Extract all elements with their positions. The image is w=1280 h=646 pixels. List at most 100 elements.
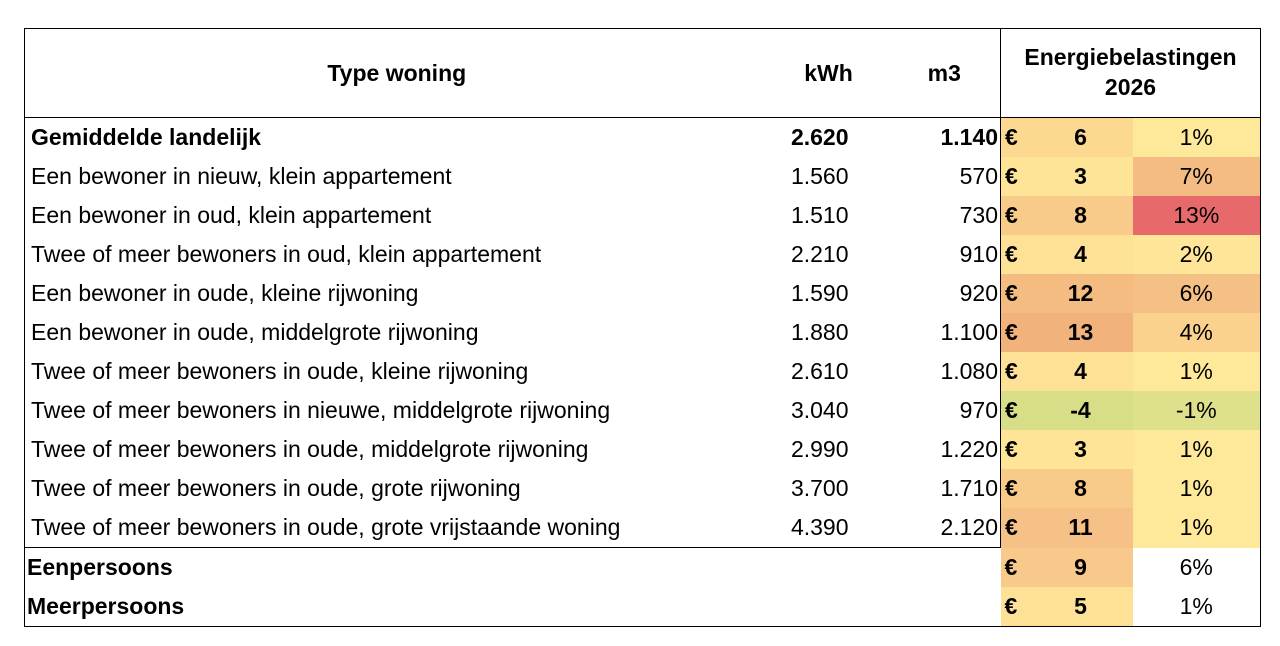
cell-euro-sign: € xyxy=(1000,547,1029,587)
table-row: Twee of meer bewoners in oude, kleine ri… xyxy=(24,352,1262,391)
cell-type-woning: Twee of meer bewoners in oud, klein appa… xyxy=(24,235,769,274)
cell-m3: 730 xyxy=(888,196,1001,235)
table-body: Gemiddelde landelijk 2.620 1.140 €6 1% Een be… xyxy=(24,117,1262,627)
cell-euro-sign: € xyxy=(1000,352,1029,391)
cell-tax-amount: 4 xyxy=(1028,352,1133,391)
cell-m3: 970 xyxy=(888,391,1001,430)
cell-tax-amount: 8 xyxy=(1028,469,1133,508)
cell-type-woning: Een bewoner in oude, kleine rijwoning xyxy=(24,274,769,313)
cell-kwh: 1.880 xyxy=(790,319,849,345)
cell-type-woning: Twee of meer bewoners in oude, grote vri… xyxy=(24,508,769,548)
cell-m3: 570 xyxy=(888,157,1001,196)
table-row: Een bewoner in oude, kleine rijwoning 1.5… xyxy=(24,274,1262,313)
cell-tax-amount: 5 xyxy=(1028,587,1133,627)
table-row: Twee of meer bewoners in oude, grote vri… xyxy=(24,508,1262,548)
header-kwh: kWh xyxy=(768,28,889,118)
cell-empty xyxy=(769,548,889,588)
cell-euro-sign: € xyxy=(1000,508,1029,548)
cell-tax-percentage: 4% xyxy=(1132,313,1262,352)
table-row: Een bewoner in nieuw, klein appartement 1… xyxy=(24,157,1262,196)
cell-tax-amount: 13 xyxy=(1028,313,1133,352)
cell-type-woning: Twee of meer bewoners in oude, grote rij… xyxy=(24,469,769,508)
cell-kwh: 2.610 xyxy=(790,358,849,384)
cell-euro-sign: € xyxy=(1000,117,1029,157)
cell-kwh: 1.560 xyxy=(790,163,849,189)
cell-euro-sign: € xyxy=(1000,587,1029,627)
header-type-woning: Type woning xyxy=(24,28,769,118)
cell-tax-amount: 4 xyxy=(1028,235,1133,274)
cell-summary-label: Eenpersoons xyxy=(24,547,769,587)
cell-kwh: 2.620 xyxy=(790,124,849,150)
cell-tax-amount: 9 xyxy=(1028,547,1133,587)
cell-tax-amount: 8 xyxy=(1028,196,1133,235)
cell-m3: 1.140 xyxy=(888,117,1001,157)
cell-type-woning: Twee of meer bewoners in oude, kleine ri… xyxy=(24,352,769,391)
cell-tax-amount: 11 xyxy=(1028,508,1133,548)
cell-summary-label: Meerpersoons xyxy=(24,587,769,627)
cell-kwh: 2.990 xyxy=(790,436,849,462)
cell-kwh: 3.040 xyxy=(790,397,849,423)
header-row: Type woning kWh m3 Energiebelastingen 20… xyxy=(24,28,1262,118)
cell-kwh: 1.510 xyxy=(790,202,849,228)
cell-euro-sign: € xyxy=(1000,391,1029,430)
cell-tax-percentage: 6% xyxy=(1132,547,1262,587)
cell-tax-amount: 3 xyxy=(1028,157,1133,196)
table-row: Een bewoner in oude, middelgrote rijwoni… xyxy=(24,313,1262,352)
energy-tax-table: Type woning kWh m3 Energiebelastingen 20… xyxy=(24,28,1262,627)
cell-m3: 910 xyxy=(888,235,1001,274)
cell-type-woning: Een bewoner in oud, klein appartement xyxy=(24,196,769,235)
cell-empty xyxy=(768,587,889,627)
table-row: Een bewoner in oud, klein appartement 1.5… xyxy=(24,196,1262,235)
cell-tax-percentage: 1% xyxy=(1132,587,1262,627)
header-m3: m3 xyxy=(888,28,1001,118)
cell-tax-percentage: 1% xyxy=(1132,430,1262,469)
cell-empty xyxy=(888,587,1001,627)
cell-kwh: 2.210 xyxy=(790,241,849,267)
cell-kwh: 3.700 xyxy=(790,475,849,501)
table-row: Twee of meer bewoners in oude, middelgro… xyxy=(24,430,1262,469)
cell-m3: 1.100 xyxy=(888,313,1001,352)
cell-euro-sign: € xyxy=(1000,430,1029,469)
cell-m3: 1.710 xyxy=(888,469,1001,508)
cell-tax-percentage: 1% xyxy=(1132,117,1262,157)
cell-tax-percentage: 1% xyxy=(1132,508,1262,548)
cell-m3: 2.120 xyxy=(888,508,1001,548)
table-row: Twee of meer bewoners in nieuwe, middelg… xyxy=(24,391,1262,430)
cell-euro-sign: € xyxy=(1000,469,1029,508)
cell-empty xyxy=(889,548,1001,588)
header-energiebelastingen-title: Energiebelastingen xyxy=(1024,44,1237,71)
cell-tax-amount: 12 xyxy=(1028,274,1133,313)
cell-tax-amount: -4 xyxy=(1028,391,1133,430)
cell-kwh: 4.390 xyxy=(768,508,889,548)
header-energiebelastingen: Energiebelastingen 2026 xyxy=(1000,28,1262,118)
cell-tax-percentage: 1% xyxy=(1132,352,1262,391)
cell-kwh: 1.590 xyxy=(790,280,849,306)
cell-m3: 1.080 xyxy=(888,352,1001,391)
cell-type-woning: Een bewoner in nieuw, klein appartement xyxy=(24,157,769,196)
cell-tax-amount: 3 xyxy=(1028,430,1133,469)
summary-row: Eenpersoons €9 6% xyxy=(24,547,1262,588)
cell-type-woning: Twee of meer bewoners in oude, middelgro… xyxy=(24,430,769,469)
cell-euro-sign: € xyxy=(1000,157,1029,196)
summary-row: Meerpersoons €5 1% xyxy=(24,587,1262,627)
header-energiebelastingen-year: 2026 xyxy=(1104,74,1157,100)
cell-tax-percentage: 6% xyxy=(1132,274,1262,313)
cell-type-woning: Twee of meer bewoners in nieuwe, middelg… xyxy=(24,391,769,430)
cell-euro-sign: € xyxy=(1000,196,1029,235)
cell-m3: 920 xyxy=(888,274,1001,313)
table-row: Gemiddelde landelijk 2.620 1.140 €6 1% xyxy=(24,117,1262,157)
cell-tax-percentage: -1% xyxy=(1132,391,1262,430)
cell-tax-percentage: 13% xyxy=(1132,196,1262,235)
cell-euro-sign: € xyxy=(1000,274,1029,313)
cell-m3: 1.220 xyxy=(888,430,1001,469)
cell-euro-sign: € xyxy=(1000,235,1029,274)
table-row: Twee of meer bewoners in oude, grote rij… xyxy=(24,469,1262,508)
cell-type-woning: Gemiddelde landelijk xyxy=(24,117,769,157)
cell-tax-percentage: 1% xyxy=(1132,469,1262,508)
energy-tax-table-sheet: Type woning kWh m3 Energiebelastingen 20… xyxy=(24,28,1262,627)
cell-tax-percentage: 7% xyxy=(1132,157,1262,196)
cell-tax-percentage: 2% xyxy=(1132,235,1262,274)
cell-tax-amount: 6 xyxy=(1028,117,1133,157)
table-row: Twee of meer bewoners in oud, klein appa… xyxy=(24,235,1262,274)
cell-type-woning: Een bewoner in oude, middelgrote rijwoni… xyxy=(24,313,769,352)
